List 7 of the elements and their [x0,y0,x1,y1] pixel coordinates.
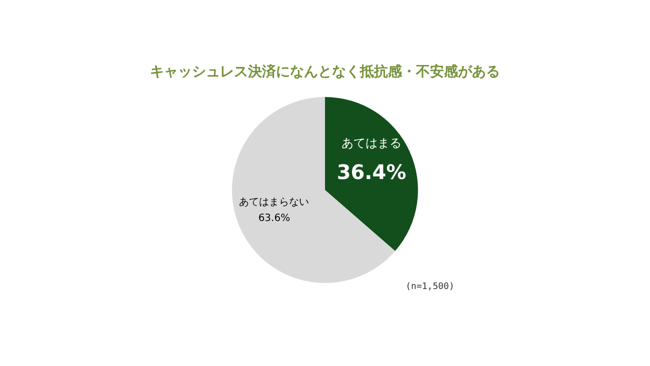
data-label: 63.6% [258,213,290,224]
slice-label: あてはまる [342,136,402,150]
text: (n=1,500) [406,282,454,292]
data-label: 36.4% [336,160,406,184]
chart-title: キャッシュレス決済になんとなく抵抗感・不安感がある [150,63,500,80]
pie-slice [325,97,418,252]
slice-label: あてはまらない [239,197,310,208]
